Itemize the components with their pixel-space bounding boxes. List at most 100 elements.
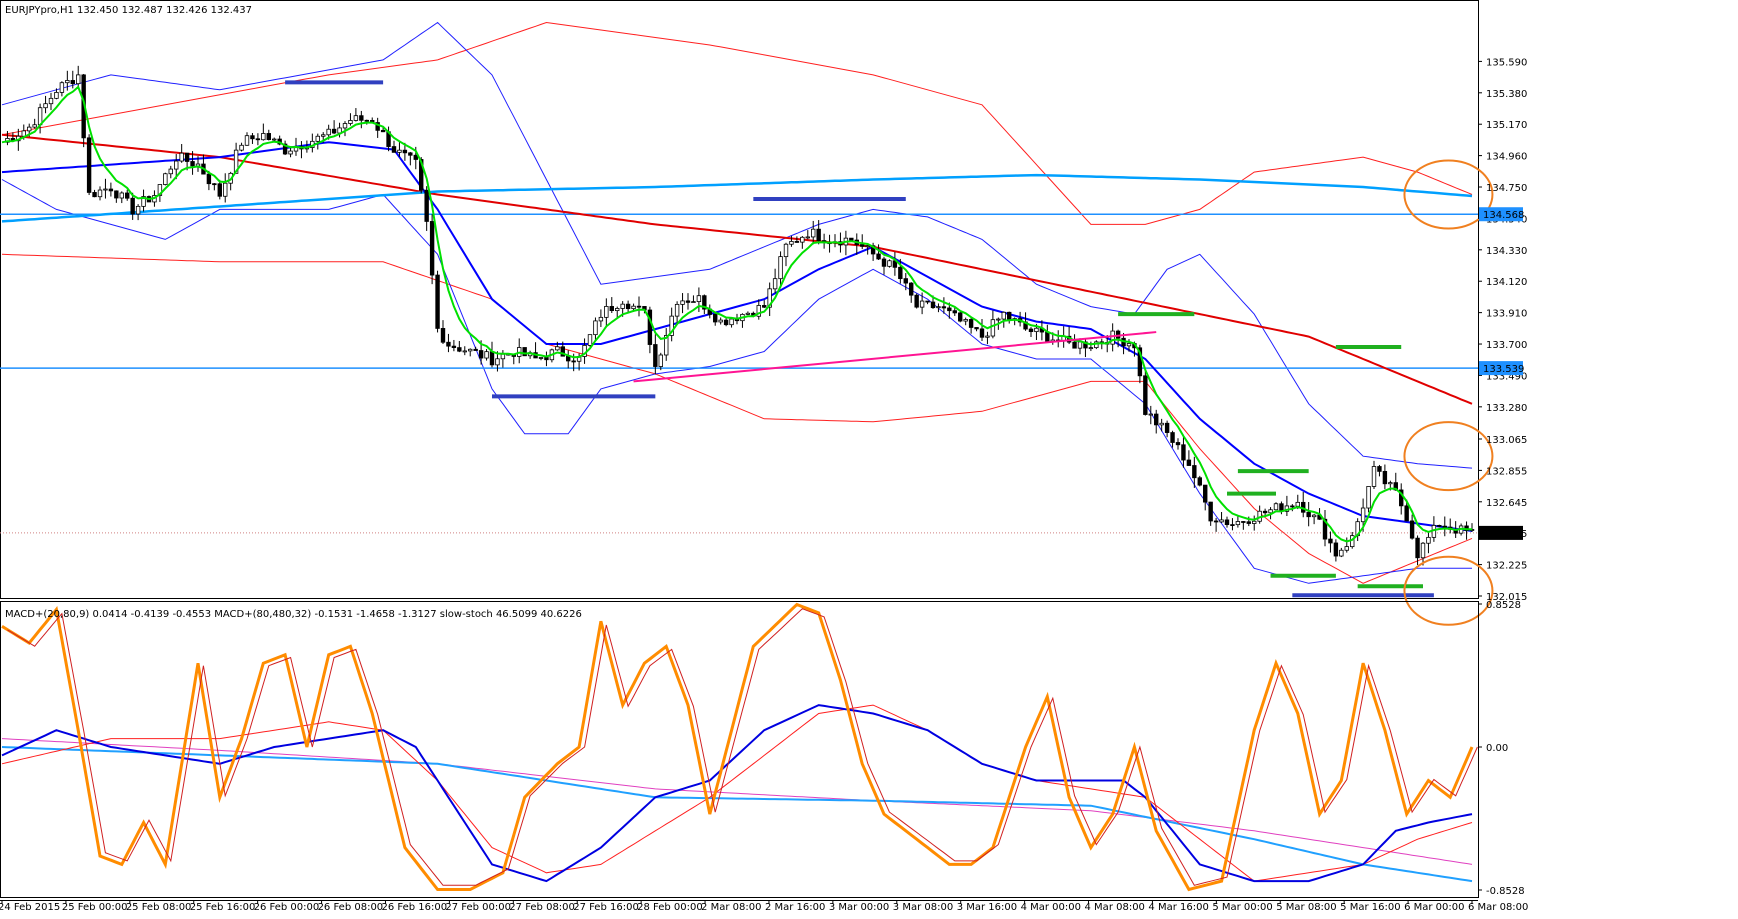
- x-tick-label: 27 Feb 00:00: [445, 902, 511, 913]
- ind-y-tick-label: 0.00: [1486, 743, 1508, 754]
- candle: [636, 296, 642, 317]
- x-tick-label: 26 Feb 16:00: [381, 902, 447, 913]
- candle: [1382, 464, 1388, 490]
- candle-body: [1382, 470, 1388, 485]
- candle: [974, 327, 979, 332]
- x-tick-label: 5 Mar 08:00: [1276, 902, 1336, 913]
- candle-body: [598, 316, 604, 322]
- candle-body: [255, 138, 261, 141]
- candle: [174, 154, 179, 180]
- candle-body: [1154, 413, 1159, 426]
- candle: [97, 186, 103, 201]
- candle-body: [446, 341, 451, 347]
- candle-body: [1339, 549, 1344, 557]
- candle-body: [495, 358, 500, 366]
- candle: [119, 191, 124, 204]
- candle: [1328, 531, 1333, 553]
- candle-body: [321, 134, 326, 137]
- candle-body: [1001, 311, 1006, 320]
- candle: [713, 312, 718, 326]
- x-tick-label: 28 Feb 00:00: [637, 902, 703, 913]
- candle: [745, 311, 751, 316]
- candle: [217, 179, 222, 200]
- candle-body: [963, 319, 968, 322]
- macd1-main-line: [1, 704, 1473, 883]
- candle-body: [1034, 327, 1039, 333]
- candle: [282, 140, 288, 156]
- y-tick-label: 133.700: [1486, 340, 1527, 351]
- candle: [789, 235, 794, 247]
- candle-body: [898, 266, 903, 280]
- candle: [391, 140, 397, 153]
- candle: [468, 348, 473, 357]
- candle: [359, 110, 364, 129]
- candle-body: [1377, 466, 1382, 472]
- candle-body: [380, 129, 386, 133]
- candle-body: [538, 357, 544, 359]
- candle: [103, 178, 108, 199]
- candle-body: [135, 205, 141, 215]
- candle: [48, 92, 54, 111]
- candle: [353, 108, 359, 122]
- candle: [1083, 338, 1088, 358]
- candle: [876, 244, 881, 260]
- candle-body: [1426, 536, 1431, 544]
- bb-red-upper-line: [1, 21, 1473, 225]
- candle-body: [1072, 341, 1077, 349]
- candle-body: [473, 348, 478, 351]
- candle: [685, 293, 691, 310]
- candle-body: [288, 150, 293, 155]
- price-label-box: [1479, 361, 1523, 376]
- candle-body: [1399, 489, 1404, 507]
- candle-body: [435, 274, 440, 329]
- x-tick-label: 25 Feb 08:00: [126, 902, 192, 913]
- candle: [429, 214, 435, 285]
- candle-body: [239, 144, 244, 151]
- candle-body: [1311, 514, 1317, 518]
- bb-blue-lower-line: [1, 179, 1472, 584]
- x-tick-label: 5 Mar 00:00: [1212, 902, 1272, 913]
- candle-body: [887, 260, 892, 267]
- candle-body: [1148, 413, 1153, 416]
- candle-body: [909, 282, 914, 296]
- candle-body: [636, 305, 642, 308]
- y-tick-label: 133.280: [1486, 403, 1527, 414]
- candle-body: [70, 80, 75, 85]
- candle: [141, 189, 146, 212]
- candle: [484, 349, 489, 361]
- candle-body: [1083, 341, 1088, 349]
- candle-body: [811, 228, 816, 238]
- candle-body: [244, 135, 250, 146]
- candle-body: [1322, 518, 1328, 540]
- y-tick-label: 132.015: [1486, 592, 1527, 603]
- candle-body: [331, 128, 337, 134]
- candle-body: [723, 319, 729, 326]
- candle-body: [1197, 477, 1202, 486]
- y-tick-label: 135.170: [1486, 120, 1527, 131]
- candle-body: [685, 300, 691, 303]
- candle: [615, 306, 620, 318]
- candle: [783, 242, 789, 267]
- candle-body: [424, 189, 429, 222]
- y-tick-label: 134.750: [1486, 183, 1527, 194]
- candle: [756, 299, 761, 320]
- candle-body: [212, 183, 217, 186]
- candle-body: [1262, 510, 1268, 514]
- candle: [941, 297, 947, 314]
- candle-body: [223, 182, 228, 197]
- candle-body: [778, 256, 783, 280]
- candle-body: [947, 307, 952, 312]
- candle: [816, 220, 821, 245]
- candle: [375, 117, 380, 138]
- candle-body: [615, 308, 620, 312]
- candle: [919, 292, 925, 315]
- candle-body: [1126, 343, 1132, 347]
- x-tick-label: 3 Mar 16:00: [957, 902, 1017, 913]
- candle: [92, 189, 97, 198]
- candle-body: [43, 103, 48, 109]
- candle-body: [282, 143, 288, 155]
- candle-body: [968, 319, 974, 328]
- candle-body: [881, 258, 887, 267]
- stoch-main-line: [1, 602, 1474, 892]
- candle-body: [702, 295, 707, 310]
